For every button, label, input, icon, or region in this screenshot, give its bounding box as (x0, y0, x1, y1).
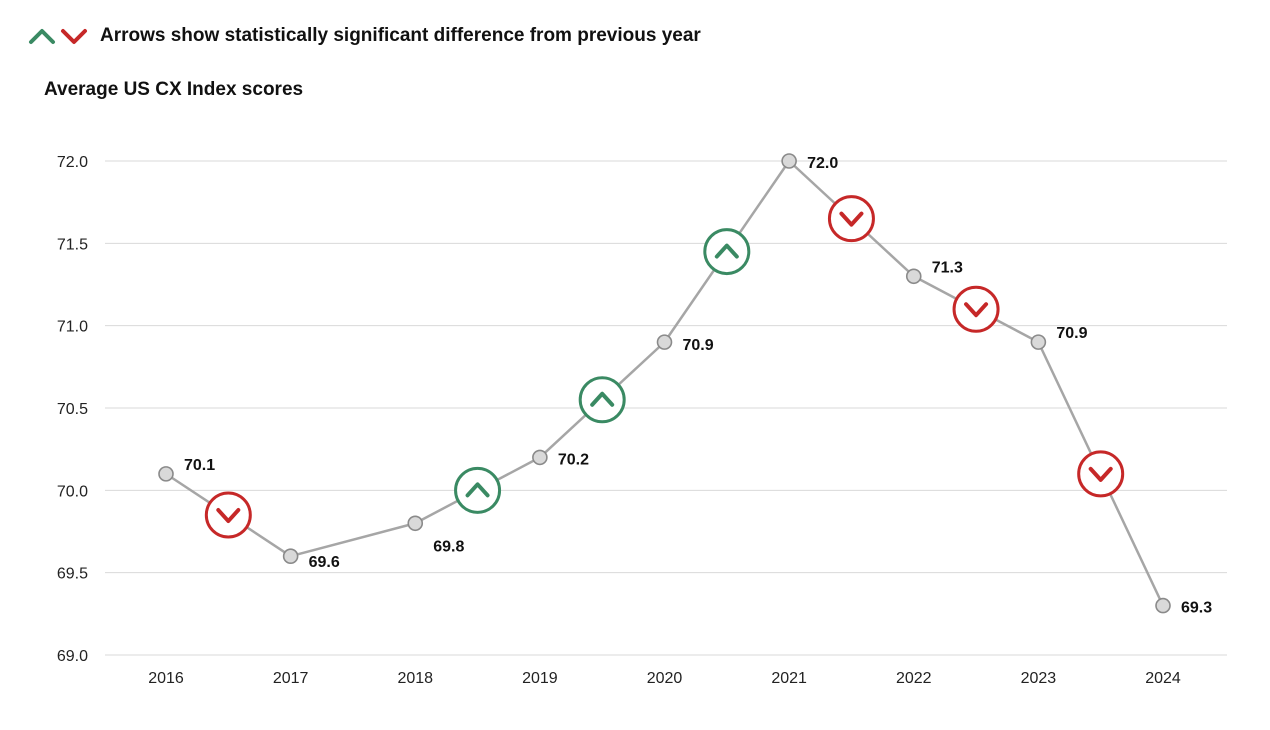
x-tick-label: 2024 (1145, 670, 1181, 687)
chevron-up-icon (29, 29, 55, 44)
x-tick-label: 2016 (148, 670, 184, 687)
marker-ring (1077, 450, 1125, 498)
chevron-up-icon (590, 391, 615, 407)
data-point (656, 334, 673, 350)
series-line (165, 159, 1165, 607)
data-label: 70.9 (1056, 325, 1087, 342)
marker-ring (827, 195, 875, 243)
chevron-down-icon (839, 211, 864, 227)
data-label: 69.3 (1181, 600, 1212, 617)
chart-title: Average US CX Index scores (44, 79, 304, 100)
significance-markers (204, 195, 1125, 539)
data-label: 69.6 (309, 554, 340, 571)
data-point (781, 153, 797, 169)
x-axis-ticks: 2016 2017 2018 2019 2020 2021 2022 2023 2024 (148, 670, 1181, 687)
data-label: 69.8 (433, 538, 464, 555)
y-tick-label: 71.5 (57, 236, 88, 253)
data-label: 70.9 (683, 337, 714, 354)
x-tick-label: 2019 (522, 670, 558, 687)
x-tick-label: 2021 (771, 670, 807, 687)
chevron-down-icon (216, 508, 241, 524)
significant-increase-marker (703, 228, 751, 276)
legend-arrows (29, 29, 87, 44)
chevron-down-icon (964, 302, 989, 318)
data-point (905, 268, 922, 285)
chevron-down-icon (61, 29, 87, 44)
marker-ring (454, 466, 502, 514)
data-label: 71.3 (932, 259, 963, 276)
series-line-group (165, 159, 1165, 607)
legend-text: Arrows show statistically significant di… (100, 25, 701, 46)
x-tick-label: 2018 (397, 670, 433, 687)
y-tick-label: 72.0 (57, 154, 88, 171)
significant-decrease-marker (1077, 450, 1125, 498)
chevron-up-icon (714, 243, 739, 259)
y-tick-label: 70.5 (57, 401, 88, 418)
y-axis-ticks: 69.0 69.5 70.0 70.5 71.0 71.5 72.0 (57, 154, 88, 665)
y-tick-label: 70.0 (57, 483, 88, 500)
data-labels: 70.1 69.6 69.8 70.2 70.9 72.0 71.3 70.9 69.3 (184, 155, 1212, 617)
data-label: 70.1 (184, 457, 215, 474)
marker-ring (703, 228, 751, 276)
significant-decrease-marker (204, 491, 252, 539)
marker-ring (952, 285, 1000, 333)
significant-increase-marker (454, 466, 502, 514)
x-tick-label: 2022 (896, 670, 932, 687)
data-point (1155, 597, 1171, 614)
x-tick-label: 2023 (1021, 670, 1057, 687)
chevron-up-icon (465, 482, 490, 498)
y-tick-label: 69.5 (57, 566, 88, 583)
data-label: 72.0 (807, 155, 838, 172)
x-tick-label: 2020 (647, 670, 683, 687)
x-tick-label: 2017 (273, 670, 309, 687)
data-point (1030, 334, 1047, 350)
gridlines (105, 160, 1227, 656)
legend: Arrows show statistically significant di… (28, 24, 701, 48)
marker-ring (204, 491, 252, 539)
y-tick-label: 69.0 (57, 648, 88, 665)
data-label: 70.2 (558, 451, 589, 468)
data-point (407, 515, 424, 532)
significant-decrease-marker (952, 285, 1000, 333)
data-point (282, 548, 299, 565)
data-point (158, 466, 174, 482)
data-point (532, 449, 548, 466)
chevron-down-icon (1088, 466, 1113, 482)
data-points (158, 153, 1171, 614)
marker-ring (578, 376, 626, 424)
significant-decrease-marker (827, 195, 875, 243)
y-tick-label: 71.0 (57, 319, 88, 336)
significant-increase-marker (578, 376, 626, 424)
